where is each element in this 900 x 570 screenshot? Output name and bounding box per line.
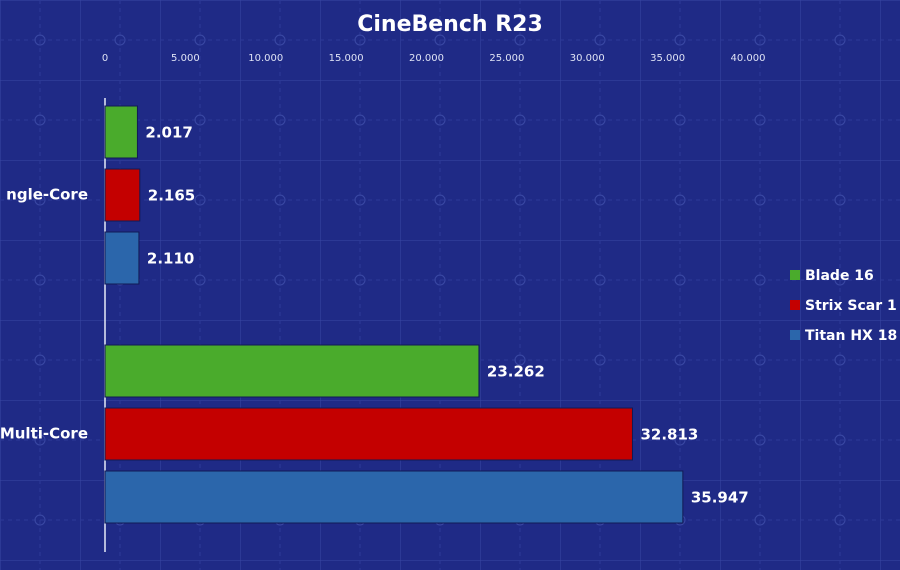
bar xyxy=(104,407,633,461)
x-tick-label: 15.000 xyxy=(329,53,364,64)
category-label: Multi-Core xyxy=(0,425,88,443)
value-label: 2.165 xyxy=(148,187,195,205)
bar xyxy=(104,105,138,159)
x-tick-label: 40.000 xyxy=(731,53,766,64)
legend-label: Titan HX 18 xyxy=(805,328,897,344)
x-tick-label: 5.000 xyxy=(171,53,200,64)
legend-label: Blade 16 xyxy=(805,268,874,284)
x-tick-label: 35.000 xyxy=(650,53,685,64)
value-label: 35.947 xyxy=(691,489,749,507)
value-label: 2.017 xyxy=(145,124,192,142)
bar xyxy=(104,470,684,524)
bar xyxy=(104,344,480,398)
x-tick-label: 30.000 xyxy=(570,53,605,64)
legend-swatch xyxy=(790,270,800,280)
legend-swatch xyxy=(790,330,800,340)
x-tick-label: 20.000 xyxy=(409,53,444,64)
legend-label: Strix Scar 1 xyxy=(805,298,897,314)
value-label: 23.262 xyxy=(487,363,545,381)
value-label: 32.813 xyxy=(640,426,698,444)
x-tick-label: 10.000 xyxy=(248,53,283,64)
bar xyxy=(104,168,141,222)
chart-title: CineBench R23 xyxy=(357,12,543,37)
x-tick-label: 0 xyxy=(102,53,108,64)
category-label: ngle-Core xyxy=(6,186,88,204)
legend-swatch xyxy=(790,300,800,310)
x-tick-label: 25.000 xyxy=(489,53,524,64)
value-label: 2.110 xyxy=(147,250,194,268)
bar xyxy=(104,231,140,285)
